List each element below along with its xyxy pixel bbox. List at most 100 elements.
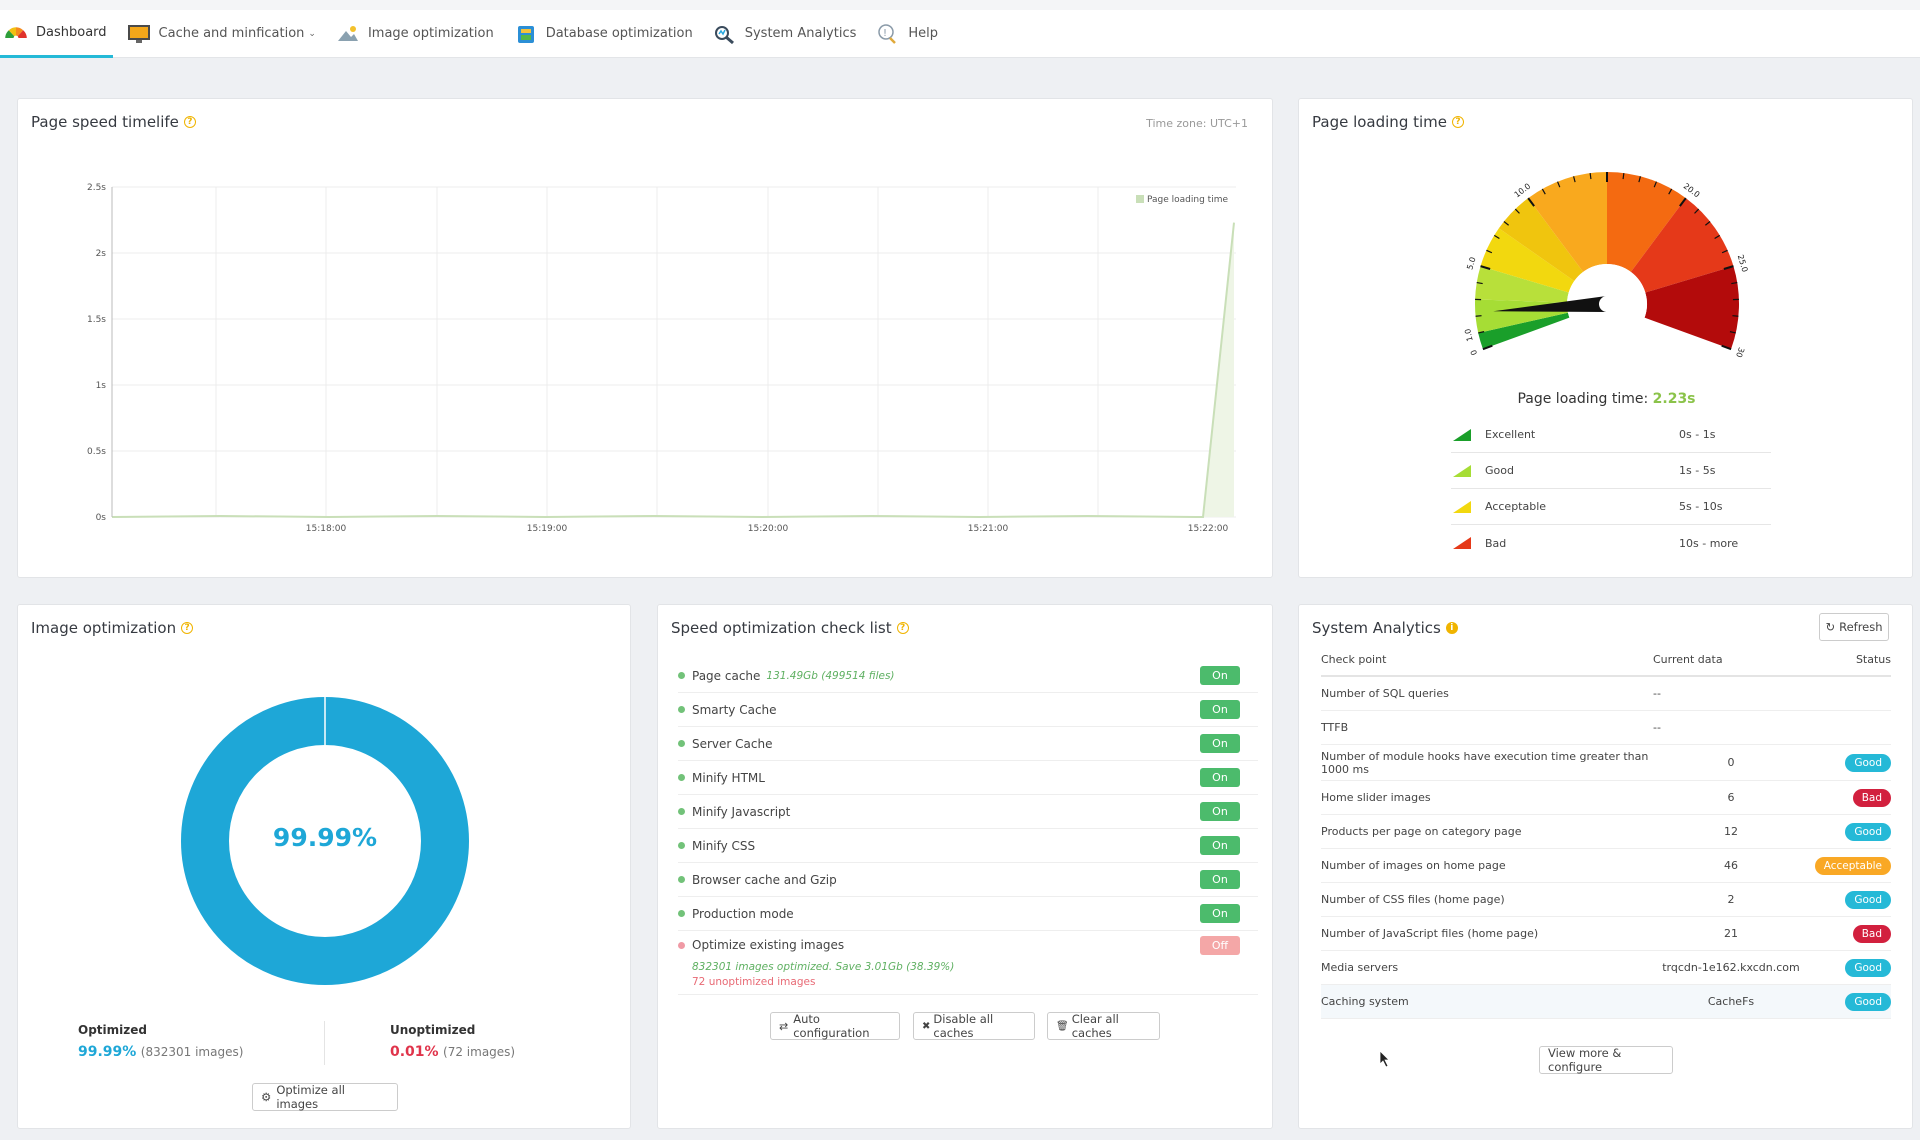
- nav-tab-dashboard[interactable]: Dashboard: [0, 10, 113, 58]
- check-point-label: Number of JavaScript files (home page): [1321, 927, 1539, 940]
- checklist-item-label: Page cache: [692, 668, 761, 683]
- gauge-band: [1607, 172, 1686, 272]
- current-data-value: trqcdn-1e162.kxcdn.com: [1662, 961, 1800, 974]
- unoptimized-count: (72 images): [443, 1045, 516, 1059]
- status-badge: Good: [1845, 992, 1891, 1011]
- gauge-tick: [1622, 173, 1625, 180]
- image-optimization-donut: [181, 697, 469, 985]
- optimized-percent: 99.99%: [78, 1044, 137, 1060]
- y-tick-label: 2s: [96, 249, 107, 259]
- checklist-item-content: Optimize existing images 832301 images o…: [692, 938, 954, 988]
- status-toggle-on[interactable]: On: [1200, 700, 1240, 719]
- page-loading-time-title: Page loading time: [1312, 113, 1447, 131]
- checklist-item-label: Server Cache: [692, 736, 773, 751]
- gauge-tick: [1478, 331, 1485, 334]
- status-toggle-off[interactable]: Off: [1200, 936, 1240, 955]
- current-data-value: 2: [1727, 893, 1735, 906]
- check-point-label: Number of SQL queries: [1321, 687, 1449, 700]
- analytics-row: Number of JavaScript files (home page) 21…: [1321, 917, 1891, 951]
- gauge-tick: [1705, 221, 1711, 226]
- legend-label: Bad: [1485, 536, 1507, 550]
- current-data-value: 21: [1724, 927, 1738, 940]
- info-icon[interactable]: i: [1445, 622, 1458, 634]
- gauge-tick: [1638, 176, 1642, 183]
- analytics-row: Products per page on category page 12 Good: [1321, 815, 1891, 849]
- nav-tab-cache-and-minification[interactable]: Cache and minfication ⌄: [123, 10, 322, 58]
- help-question-icon[interactable]: ?: [896, 622, 909, 634]
- checklist-row: Minify CSS On: [678, 829, 1258, 863]
- checklist-item-label: Browser cache and Gzip: [692, 872, 837, 887]
- page-loading-time-caption: Page loading time: 2.23s: [1299, 391, 1914, 407]
- analytics-row: Number of images on home page 46 Acceptabl…: [1321, 849, 1891, 883]
- status-cell: Good: [1809, 822, 1891, 841]
- status-toggle-on[interactable]: On: [1200, 768, 1240, 787]
- y-tick-label: 0s: [96, 513, 107, 523]
- gauge-tick: [1729, 331, 1736, 334]
- legend-label: Excellent: [1485, 428, 1536, 441]
- status-toggle-on[interactable]: On: [1200, 734, 1240, 753]
- nav-tab-label: Cache and minfication: [158, 26, 305, 41]
- status-dot: [678, 740, 685, 747]
- gauge-tick: [1721, 249, 1728, 254]
- panel-title: Speed optimization check list?: [671, 619, 909, 637]
- image-icon: [337, 25, 358, 41]
- triangle-icon: [1453, 428, 1471, 441]
- gauge-tick: [1668, 188, 1673, 195]
- status-cell: Bad: [1809, 924, 1891, 943]
- refresh-button[interactable]: ↻ Refresh: [1819, 613, 1889, 641]
- view-more-configure-button[interactable]: View more & configure: [1539, 1046, 1673, 1074]
- analytics-row: Caching system CacheFs Good: [1321, 985, 1891, 1019]
- gauge-label: 0: [1469, 348, 1479, 356]
- nav-tab-database-optimization[interactable]: Database optimization: [510, 10, 699, 58]
- loading-time-value: 2.23s: [1652, 391, 1696, 407]
- checklist-row: Server Cache On: [678, 727, 1258, 761]
- status-toggle-on[interactable]: On: [1200, 904, 1240, 923]
- nav-tab-label: Help: [908, 26, 939, 41]
- status-dot: [678, 808, 685, 815]
- clear-all-caches-button[interactable]: 🗑 Clear all caches: [1047, 1012, 1160, 1040]
- panel-title: Image optimization?: [31, 619, 194, 637]
- gauge-tick: [1731, 282, 1738, 285]
- gauge-tick: [1480, 265, 1491, 270]
- gauge-band: [1644, 266, 1739, 350]
- gauge-tick: [1721, 344, 1732, 351]
- checklist-item-label: Minify Javascript: [692, 804, 791, 819]
- help-question-icon[interactable]: ?: [181, 622, 194, 634]
- current-data-value: 46: [1724, 859, 1738, 872]
- analytics-row: Number of CSS files (home page) 2 Good: [1321, 883, 1891, 917]
- gauge-label: 25.0: [1736, 254, 1750, 274]
- legend-row-acceptable: Acceptable 5s - 10s: [1451, 489, 1771, 525]
- checklist-item-label: Minify CSS: [692, 838, 756, 853]
- status-toggle-on[interactable]: On: [1200, 870, 1240, 889]
- nav-tab-help[interactable]: ! Help: [872, 10, 944, 58]
- status-toggle-on[interactable]: On: [1200, 666, 1240, 685]
- checklist-row: Browser cache and Gzip On: [678, 863, 1258, 897]
- auto-configuration-button[interactable]: ⇄ Auto configuration: [770, 1012, 900, 1040]
- x-tick-label: 15:20:00: [748, 524, 789, 534]
- gauge-tick: [1694, 208, 1700, 214]
- status-dot: [678, 910, 685, 917]
- status-toggle-on[interactable]: On: [1200, 836, 1240, 855]
- speed-gauge: 01.05.010.015.020.025.030: [1463, 172, 1750, 359]
- gauge-tick: [1486, 249, 1493, 254]
- status-badge: Good: [1845, 822, 1891, 841]
- checklist-item-label: Optimize existing images: [692, 938, 845, 952]
- close-icon: ✖: [922, 1020, 931, 1032]
- optimized-count: (832301 images): [140, 1045, 244, 1059]
- nav-tab-label: Image optimization: [367, 26, 494, 41]
- help-question-icon[interactable]: ?: [1452, 116, 1464, 128]
- disable-all-caches-button[interactable]: ✖ Disable all caches: [913, 1012, 1035, 1040]
- y-tick-label: 0.5s: [87, 447, 106, 457]
- page-speed-timeline-title: Page speed timelife: [31, 113, 179, 131]
- gauge-hub: [1567, 264, 1647, 344]
- button-label: View more & configure: [1548, 1046, 1622, 1074]
- status-toggle-on[interactable]: On: [1200, 802, 1240, 821]
- nav-tab-image-optimization[interactable]: Image optimization: [332, 10, 500, 58]
- y-tick-label: 2.5s: [87, 183, 106, 193]
- gauge-tick: [1503, 221, 1509, 226]
- help-question-icon[interactable]: ?: [183, 116, 196, 128]
- nav-tab-system-analytics[interactable]: System Analytics: [709, 10, 863, 58]
- check-point-label: Home slider images: [1321, 791, 1431, 804]
- optimize-all-images-button[interactable]: ⚙ Optimize all images: [252, 1083, 398, 1111]
- column-header-status: Status: [1855, 652, 1891, 666]
